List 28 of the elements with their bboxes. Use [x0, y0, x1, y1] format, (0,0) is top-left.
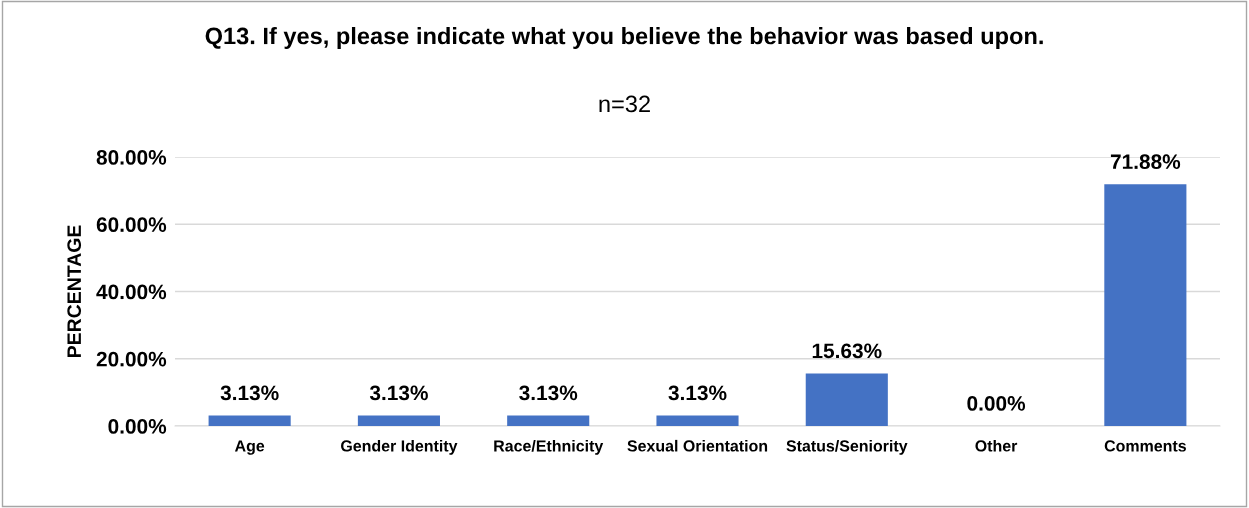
x-tick-label: Other	[975, 439, 1018, 452]
y-tick-label: 40.00%	[96, 284, 167, 300]
bar	[357, 415, 440, 426]
x-tick-label: Comments	[1104, 440, 1186, 452]
y-tick-label: 60.00%	[96, 217, 167, 232]
data-label: 3.13%	[668, 385, 727, 401]
x-tick-label: Gender Identity	[341, 439, 458, 455]
data-label: 3.13%	[519, 385, 578, 401]
x-tick-label: Race/Ethnicity	[494, 439, 604, 455]
data-label: 3.13%	[369, 385, 428, 401]
bar	[1104, 184, 1187, 426]
data-label: 15.63%	[812, 343, 882, 359]
y-tick-label: 20.00%	[96, 351, 167, 367]
data-label: 3.13%	[220, 385, 279, 401]
bar	[656, 415, 739, 426]
bar	[507, 415, 590, 426]
y-tick-label: 80.00%	[96, 150, 167, 165]
chart-subtitle: n=32	[599, 95, 650, 113]
bar	[208, 415, 291, 426]
data-label: 71.88%	[1110, 154, 1181, 170]
data-label: 0.00%	[967, 396, 1026, 411]
bar	[805, 373, 888, 426]
x-tick-label: Status/Seniority	[786, 439, 908, 455]
y-axis-title: PERCENTAGE	[67, 225, 82, 358]
x-tick-label: Age	[234, 440, 265, 455]
x-tick-label: Sexual Orientation	[627, 439, 768, 452]
y-tick-label: 0.00%	[108, 419, 167, 434]
chart-title: Q13. If yes, please indicate what you believe the behavior was based upon.	[205, 27, 1043, 49]
